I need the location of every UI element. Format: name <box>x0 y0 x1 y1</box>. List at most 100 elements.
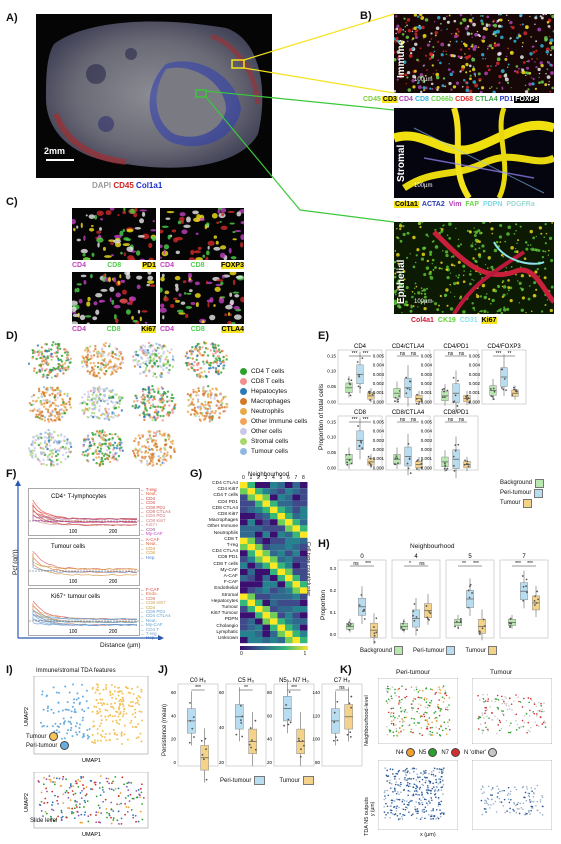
immune-scale: 100µm <box>414 77 433 83</box>
cell-point <box>435 809 438 811</box>
heatmap-cell <box>285 513 293 520</box>
cell-point <box>434 788 437 791</box>
cell-point <box>530 699 533 702</box>
panel-j-legend: Peri-tumour Tumour <box>220 776 314 785</box>
cell-point <box>532 807 534 809</box>
cell-point <box>436 732 438 734</box>
significance-label: ns <box>353 561 359 567</box>
legend-swatch <box>49 732 59 741</box>
immune-marker-list: CD45 CD3 CD4 CD8 CD66b CD68 CTLA4 PD1 FOXP3 <box>362 96 540 103</box>
significance-label: *** <box>515 561 521 567</box>
boxplot-title: C5 H₀ <box>238 678 255 684</box>
cell-point <box>394 783 397 786</box>
cell-point <box>425 727 428 730</box>
heatmap-cell <box>270 513 278 520</box>
cell-point <box>410 731 413 733</box>
cell-point <box>400 717 403 720</box>
cell-point <box>536 713 538 715</box>
cell-point <box>533 703 536 706</box>
cell-point <box>490 700 493 703</box>
legend-item: Tumour <box>279 776 314 785</box>
panel-b-stromal-image: Stromal 100µm <box>394 108 554 198</box>
heatmap-cell <box>277 630 285 637</box>
heatmap-cell <box>277 525 285 532</box>
tile-label-marker: FOXP3 <box>221 262 244 269</box>
legend-label: Tumour cells <box>251 447 288 455</box>
cell-point <box>398 687 400 690</box>
heatmap-cell <box>277 593 285 600</box>
cell-point <box>411 813 414 815</box>
heatmap-cell <box>255 612 263 619</box>
cell-point <box>478 715 480 718</box>
cell-point <box>421 801 423 804</box>
pcf-label: ← CD8 PD1 <box>140 504 166 510</box>
heatmap-cell <box>277 500 285 507</box>
heatmap-cell <box>247 637 255 644</box>
heatmap-row-label: T-reg <box>226 543 238 548</box>
heatmap-cell <box>300 531 308 538</box>
cell-point <box>401 685 403 687</box>
cell-point <box>417 776 419 779</box>
boxplot-title: C0 H₀ <box>190 678 207 684</box>
heatmap-cell <box>240 606 248 613</box>
cell-point <box>485 726 487 729</box>
heatmap-cell <box>262 562 270 569</box>
tick-label: 0.000 <box>469 399 481 404</box>
heatmap-cell <box>262 506 270 513</box>
heatmap-cell <box>240 587 248 594</box>
legend-item: Background <box>360 646 404 655</box>
boxplot: CD4/FOXP3 *** ** 0.005 0.004 0.003 0.002 0.001 0… <box>469 344 527 405</box>
cell-point <box>479 716 482 719</box>
cell-point <box>412 786 414 788</box>
cell-point <box>416 710 418 713</box>
cell-point <box>500 695 503 698</box>
cell-point <box>430 688 432 691</box>
cell-point <box>395 724 397 726</box>
heatmap-cell <box>270 587 278 594</box>
heatmap-cell <box>247 556 255 563</box>
cell-point <box>395 792 398 795</box>
cell-point <box>420 772 422 774</box>
legend-swatch <box>302 776 314 785</box>
significance-label: *** <box>195 685 201 691</box>
cell-point <box>425 777 427 780</box>
cell-point <box>414 806 416 808</box>
heatmap-cell <box>247 494 255 501</box>
cell-point <box>397 798 399 801</box>
x-tick: 100 <box>69 579 78 585</box>
cell-point <box>418 794 420 796</box>
legend-label: Other Immune cells <box>251 417 308 425</box>
heatmap-cell <box>292 630 300 637</box>
heatmap-cell <box>300 525 308 532</box>
cell-point <box>399 781 402 784</box>
pcf-label: ← CD8 CTLA4 <box>140 509 171 515</box>
heatmap-cell <box>285 506 293 513</box>
cell-point <box>386 805 389 808</box>
heatmap-cell <box>285 482 293 489</box>
cell-point <box>434 790 436 792</box>
heatmap-cell <box>270 562 278 569</box>
cell-point <box>391 686 394 689</box>
tile-label-cd8: CD8 <box>106 326 121 333</box>
cell-point <box>491 787 494 789</box>
heatmap-cell <box>270 494 278 501</box>
cell-point <box>439 813 442 815</box>
cell-point <box>519 802 522 805</box>
heatmap-cell <box>270 531 278 538</box>
panel-label-i: I) <box>6 664 13 676</box>
pcf-curve <box>32 517 138 527</box>
significance-label: * <box>409 561 411 567</box>
legend-swatch <box>240 397 247 405</box>
pcf-curve <box>32 613 138 620</box>
cell-point <box>412 700 414 702</box>
cell-point <box>431 726 433 729</box>
cell-point <box>423 713 425 716</box>
heatmap-cell <box>255 506 263 513</box>
cell-point <box>417 812 420 815</box>
cell-point <box>490 798 493 801</box>
pcf-subplot: Ki67⁺ tumour cells 100 200 <box>28 588 140 636</box>
liver-tissue-overview <box>45 21 263 168</box>
heatmap-cell <box>292 494 300 501</box>
significance-label: *** <box>363 351 369 357</box>
